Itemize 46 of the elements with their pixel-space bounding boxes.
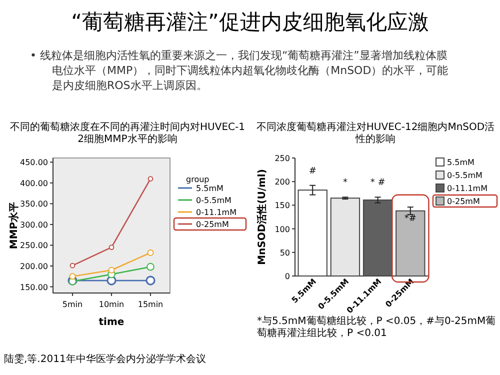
y-tick-label: 250.00 <box>20 241 48 250</box>
text: • 线粒体是细胞内活性氧的重要来源之一，我们发现“葡萄糖再灌注”显著增加线粒体膜电位水平（MMP），同时下调线粒体内超氧化物歧化酶（MnSOD）的水平，可能是内皮细胞ROS水平上调原因。 <box>30 48 450 93</box>
y-tick-label: 150.00 <box>20 282 48 292</box>
annotation: *# <box>404 214 416 224</box>
y-tick-label: 150 <box>274 201 290 210</box>
y-tick-label: 300.00 <box>20 220 48 230</box>
legend-label: 0-5.5mM <box>447 171 482 180</box>
legend-label: 0-25mM <box>196 220 229 229</box>
point <box>146 262 154 271</box>
chart-title: 不同浓度葡萄糖再灌注对HUVEC-12细胞内MnSOD活性的影响 <box>256 121 495 145</box>
point <box>69 273 76 280</box>
y-tick-label: 350.00 <box>20 200 48 209</box>
x-tick-label: 15min <box>138 300 164 309</box>
y-axis-title: MnSOD活性(U/ml) <box>256 169 268 265</box>
annotation: * <box>342 178 348 188</box>
x-axis-title: time <box>98 317 124 328</box>
text: 陆雯,等.2011年中华医学会内分泌学学术会议 <box>4 352 206 366</box>
point <box>70 262 76 268</box>
x-tick-label: 5min <box>62 300 83 309</box>
legend-label: 0-11.1mM <box>447 184 488 193</box>
y-tick-label: 250 <box>274 154 290 163</box>
point <box>147 249 154 256</box>
y-axis-title: MMP水平 <box>8 202 20 250</box>
y-tick-label: 100 <box>274 224 290 234</box>
y-tick-label: 200 <box>274 178 290 187</box>
y-tick-label: 400.00 <box>20 178 48 188</box>
y-tick-label: 50 <box>280 248 290 258</box>
point <box>146 276 156 286</box>
point <box>108 244 114 250</box>
y-tick-label: 0 <box>284 272 290 281</box>
y-tick-label: 450.00 <box>20 158 48 168</box>
annotation: * # <box>370 178 386 188</box>
annotation: # <box>308 166 316 176</box>
legend-title: group <box>186 175 210 184</box>
text: *与5.5mM葡萄糖组比较，P <0.05，#与0-25mM葡萄糖再灌注组比较，P <0.01 <box>257 315 496 339</box>
chart-title: 不同的葡萄糖浓度在不同的再灌注时间内对HUVEC-12细胞MMP水平的影响 <box>10 121 245 145</box>
point <box>108 266 115 274</box>
legend-label: 0-25mM <box>447 197 480 206</box>
legend-label: 0-11.1mM <box>196 208 237 217</box>
x-tick-label: 10min <box>98 300 124 309</box>
point <box>148 176 154 182</box>
text: “葡萄糖再灌注”促进内皮细胞氧化应激 <box>70 9 430 36</box>
legend-label: 5.5mM <box>447 158 475 167</box>
legend-label: 0-5.5mM <box>196 196 232 205</box>
y-tick-label: 200.00 <box>20 262 48 271</box>
legend-label: 5.5mM <box>196 184 224 193</box>
